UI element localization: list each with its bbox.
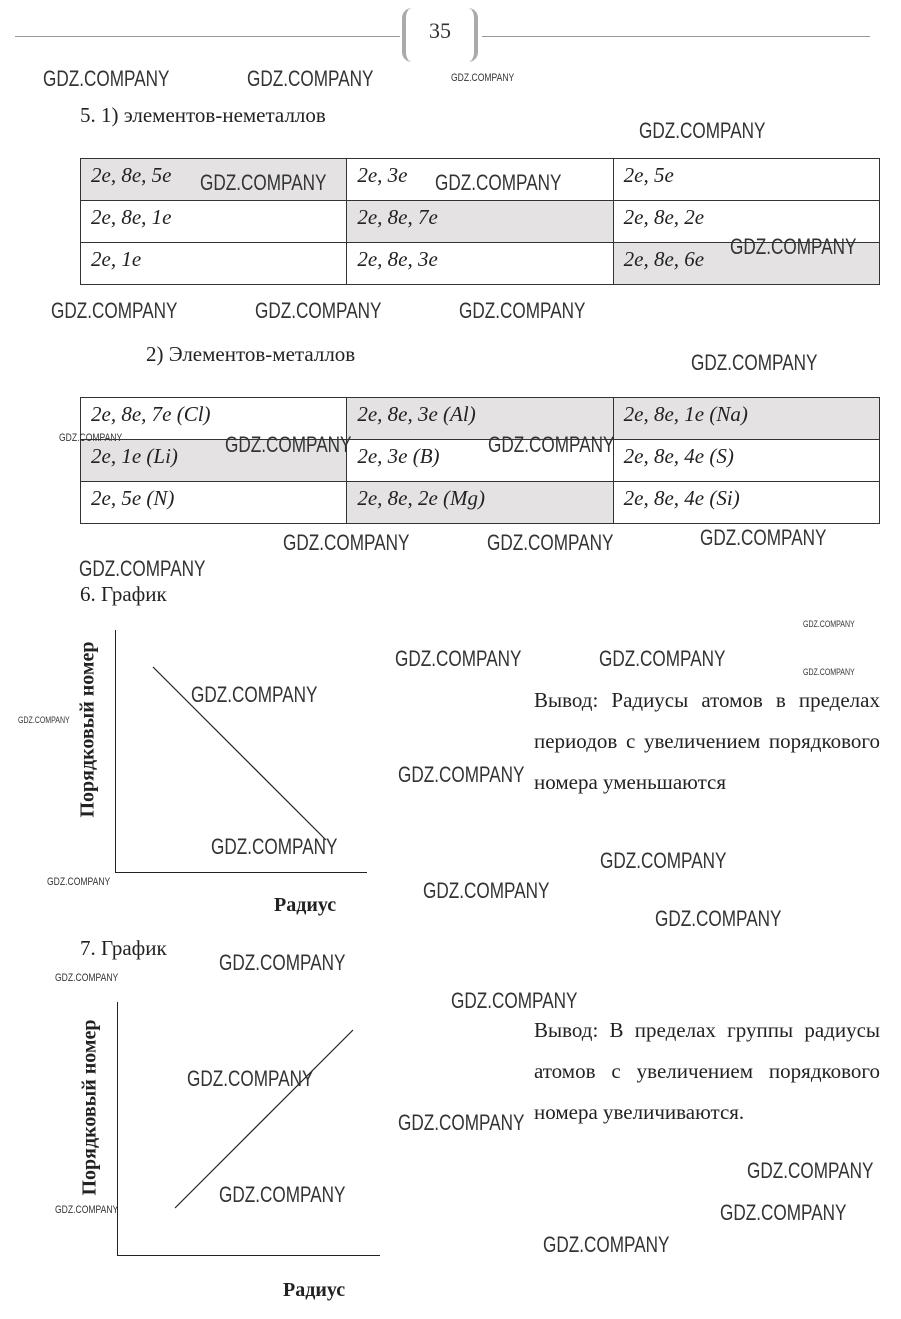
- table-cell: 2e, 8e, 1e: [79, 200, 348, 243]
- y-axis-label: Порядковый номер: [76, 641, 99, 818]
- table-cell: 2e, 8e, 6e: [612, 242, 881, 285]
- watermark: GDZ.COMPANY: [225, 432, 352, 457]
- x-axis: [115, 872, 367, 873]
- x-axis-label: Радиус: [274, 894, 337, 916]
- watermark: GDZ.COMPANY: [730, 234, 857, 259]
- table-row: 2e, 5e (N) 2e, 8e, 2e (Mg) 2e, 8e, 4e (Si): [79, 481, 881, 524]
- table-cell: 2e, 8e, 3e: [346, 242, 614, 285]
- watermark: GDZ.COMPANY: [59, 432, 123, 444]
- table-cell: 2e, 3e: [346, 158, 614, 201]
- table-cell: 2e, 8e, 2e (Mg): [346, 481, 614, 524]
- watermark: GDZ.COMPANY: [43, 66, 170, 91]
- watermark: GDZ.COMPANY: [18, 715, 70, 725]
- watermark: GDZ.COMPANY: [55, 972, 119, 984]
- watermark: GDZ.COMPANY: [599, 646, 726, 671]
- watermark: GDZ.COMPANY: [639, 118, 766, 143]
- watermark: GDZ.COMPANY: [600, 848, 727, 873]
- table-cell: 2e, 1e (Li): [79, 439, 348, 482]
- header-rule: [15, 36, 400, 37]
- watermark: GDZ.COMPANY: [747, 1158, 874, 1183]
- section6-heading: 6. График: [80, 582, 167, 606]
- watermark: GDZ.COMPANY: [451, 72, 515, 84]
- watermark: GDZ.COMPANY: [435, 170, 562, 195]
- watermark: GDZ.COMPANY: [459, 298, 586, 323]
- table-cell: 2e, 8e, 7e (Cl): [79, 397, 348, 440]
- watermark: GDZ.COMPANY: [543, 1232, 670, 1257]
- trend-line-decreasing: [152, 666, 327, 841]
- watermark: GDZ.COMPANY: [803, 619, 855, 629]
- nonmetals-table: 2e, 8e, 5e 2e, 3e 2e, 5e 2e, 8e, 1e 2e, 8e,…: [79, 158, 881, 285]
- watermark: GDZ.COMPANY: [451, 988, 578, 1013]
- page-number: 35: [402, 8, 478, 62]
- section7-conclusion: Вывод: В пределах группы радиусы атомов …: [534, 1018, 880, 1124]
- x-axis: [117, 1255, 380, 1256]
- watermark: GDZ.COMPANY: [487, 530, 614, 555]
- watermark: GDZ.COMPANY: [488, 432, 615, 457]
- watermark: GDZ.COMPANY: [51, 298, 178, 323]
- table-row: 2e, 1e 2e, 8e, 3e 2e, 8e, 6e: [79, 242, 881, 285]
- watermark: GDZ.COMPANY: [211, 834, 338, 859]
- table-row: 2e, 8e, 1e 2e, 8e, 7e 2e, 8e, 2e: [79, 200, 881, 243]
- table-cell: 2e, 8e, 5e: [79, 158, 348, 201]
- watermark: GDZ.COMPANY: [803, 667, 855, 677]
- y-axis: [115, 630, 116, 873]
- watermark: GDZ.COMPANY: [247, 66, 374, 91]
- watermark: GDZ.COMPANY: [255, 298, 382, 323]
- watermark: GDZ.COMPANY: [200, 170, 327, 195]
- watermark: GDZ.COMPANY: [395, 646, 522, 671]
- watermark: GDZ.COMPANY: [700, 525, 827, 550]
- watermark: GDZ.COMPANY: [187, 1066, 314, 1091]
- trend-line-increasing: [174, 1029, 354, 1209]
- section5-subheading: 2) Элементов-металлов: [146, 342, 356, 366]
- watermark: GDZ.COMPANY: [55, 1204, 119, 1216]
- watermark: GDZ.COMPANY: [398, 1110, 525, 1135]
- watermark: GDZ.COMPANY: [79, 556, 206, 581]
- watermark: GDZ.COMPANY: [655, 906, 782, 931]
- watermark: GDZ.COMPANY: [219, 950, 346, 975]
- section6-conclusion: Вывод: Радиусы атомов в пределах периодо…: [534, 688, 880, 794]
- table-cell: 2e, 8e, 4e (S): [612, 439, 881, 482]
- table-cell: 2e, 8e, 1e (Na): [612, 397, 881, 440]
- y-axis: [117, 1002, 118, 1256]
- watermark: GDZ.COMPANY: [283, 530, 410, 555]
- metals-table: 2e, 8e, 7e (Cl) 2e, 8e, 3e (Al) 2e, 8e, 1e…: [79, 397, 881, 524]
- x-axis-label: Радиус: [283, 1279, 346, 1301]
- watermark: GDZ.COMPANY: [219, 1182, 346, 1207]
- watermark: GDZ.COMPANY: [191, 682, 318, 707]
- watermark: GDZ.COMPANY: [423, 878, 550, 903]
- section7-heading: 7. График: [80, 936, 167, 960]
- table-row: 2e, 8e, 7e (Cl) 2e, 8e, 3e (Al) 2e, 8e, 1e…: [79, 397, 881, 440]
- table-cell: 2e, 1e: [79, 242, 348, 285]
- section5-heading: 5. 1) элементов-неметаллов: [80, 103, 326, 127]
- watermark: GDZ.COMPANY: [720, 1200, 847, 1225]
- table-cell: 2e, 8e, 4e (Si): [612, 481, 881, 524]
- watermark: GDZ.COMPANY: [47, 876, 111, 888]
- header-rule: [482, 36, 870, 37]
- watermark: GDZ.COMPANY: [691, 350, 818, 375]
- y-axis-label: Порядковый номер: [78, 1019, 101, 1196]
- watermark: GDZ.COMPANY: [398, 762, 525, 787]
- table-cell: 2e, 8e, 3e (Al): [346, 397, 614, 440]
- table-cell: 2e, 5e (N): [79, 481, 348, 524]
- table-cell: 2e, 8e, 7e: [346, 200, 614, 243]
